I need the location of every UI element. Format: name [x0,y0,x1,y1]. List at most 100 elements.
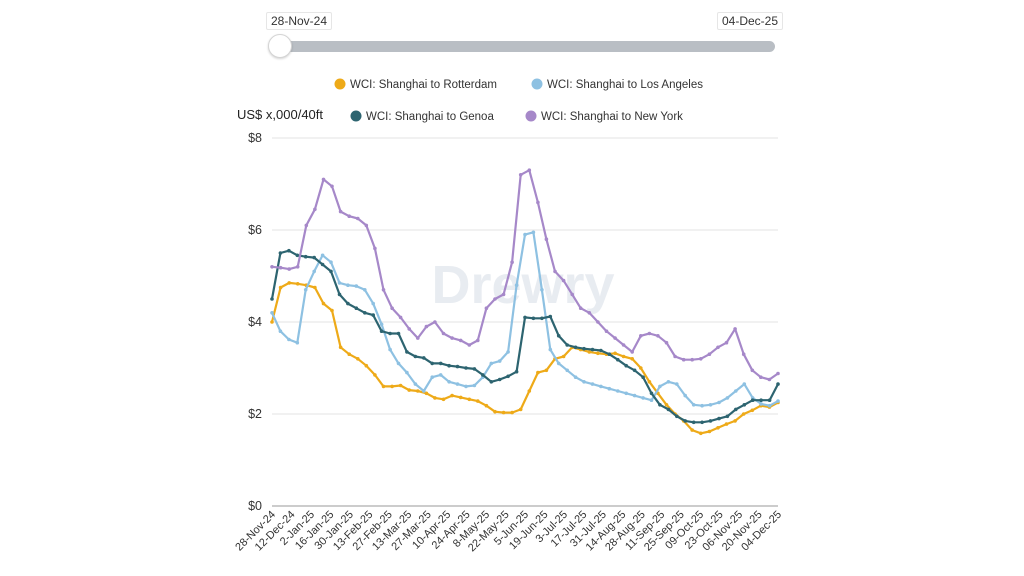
data-point[interactable] [493,409,497,414]
data-point[interactable] [518,407,523,412]
data-point[interactable] [438,361,443,366]
data-point[interactable] [767,403,772,408]
data-point[interactable] [716,426,720,430]
data-point[interactable] [313,285,317,290]
data-point[interactable] [590,382,595,386]
data-point[interactable] [270,320,274,324]
data-point[interactable] [649,391,654,396]
data-point[interactable] [725,396,730,400]
data-point[interactable] [656,334,660,338]
data-point[interactable] [641,375,645,380]
data-point[interactable] [759,375,763,380]
legend-item[interactable]: WCI: Shanghai to New York [525,110,684,124]
data-point[interactable] [438,373,443,377]
data-point[interactable] [707,352,712,357]
data-point[interactable] [464,384,468,389]
data-point[interactable] [647,380,652,384]
data-point[interactable] [658,384,662,389]
data-point[interactable] [599,348,603,353]
data-point[interactable] [750,368,755,373]
legend-item[interactable]: WCI: Shanghai to Los Angeles [531,78,704,92]
legend-item[interactable]: WCI: Shanghai to Rotterdam [334,78,498,92]
data-point[interactable] [278,329,283,334]
data-point[interactable] [481,373,485,377]
data-point[interactable] [691,403,696,407]
data-point[interactable] [683,393,687,398]
data-point[interactable] [303,254,308,259]
data-point[interactable] [472,383,477,388]
data-point[interactable] [346,283,350,288]
data-point[interactable] [540,316,544,321]
data-point[interactable] [295,253,300,258]
data-point[interactable] [416,336,420,340]
data-point[interactable] [531,230,536,235]
data-point[interactable] [346,301,350,306]
data-point[interactable] [666,407,671,412]
data-point[interactable] [467,343,472,347]
series-4[interactable] [270,168,780,382]
data-point[interactable] [416,389,420,393]
data-point[interactable] [716,345,720,350]
data-point[interactable] [312,255,317,260]
data-point[interactable] [664,403,669,407]
data-point[interactable] [381,288,386,292]
data-point[interactable] [329,269,333,274]
data-point[interactable] [565,368,569,373]
data-point[interactable] [767,377,772,382]
data-point[interactable] [621,343,626,347]
data-point[interactable] [613,351,617,356]
data-point[interactable] [767,398,772,403]
data-point[interactable] [759,402,763,406]
data-point[interactable] [664,340,669,345]
data-point[interactable] [287,281,292,285]
data-point[interactable] [330,308,334,313]
data-point[interactable] [561,354,566,359]
data-point[interactable] [632,393,637,398]
legend[interactable]: WCI: Shanghai to Rotterdam WCI: Shanghai … [334,78,704,124]
data-point[interactable] [630,357,634,361]
data-point[interactable] [699,357,703,361]
data-point[interactable] [675,414,679,419]
data-point[interactable] [587,350,592,354]
data-point[interactable] [624,363,628,368]
data-point[interactable] [536,200,540,205]
data-point[interactable] [708,419,713,423]
data-point[interactable] [422,389,426,393]
data-point[interactable] [287,337,291,342]
data-point[interactable] [707,429,712,434]
data-point[interactable] [700,420,704,425]
data-point[interactable] [759,398,763,403]
data-point[interactable] [607,386,612,391]
data-point[interactable] [464,366,468,370]
data-point[interactable] [304,223,309,228]
data-point[interactable] [501,410,506,415]
data-point[interactable] [330,184,334,189]
data-point[interactable] [497,377,502,382]
data-point[interactable] [561,278,566,283]
data-point[interactable] [673,354,677,359]
data-point[interactable] [405,370,409,375]
data-point[interactable] [338,345,343,350]
data-point[interactable] [607,352,612,357]
data-point[interactable] [510,410,514,415]
data-point[interactable] [573,375,578,380]
data-point[interactable] [750,408,755,413]
data-point[interactable] [725,414,730,419]
data-point[interactable] [741,352,746,357]
data-point[interactable] [733,419,737,423]
data-point[interactable] [363,311,367,315]
series-3[interactable] [270,248,780,425]
data-point[interactable] [405,350,409,354]
data-point[interactable] [523,232,527,237]
data-point[interactable] [373,373,377,377]
data-point[interactable] [717,416,721,421]
data-point[interactable] [356,216,360,221]
data-point[interactable] [337,292,342,297]
data-point[interactable] [455,364,460,369]
data-point[interactable] [287,267,292,271]
data-point[interactable] [518,173,523,177]
data-point[interactable] [484,306,489,311]
data-point[interactable] [510,260,514,265]
data-point[interactable] [455,382,460,386]
data-point[interactable] [616,357,620,362]
